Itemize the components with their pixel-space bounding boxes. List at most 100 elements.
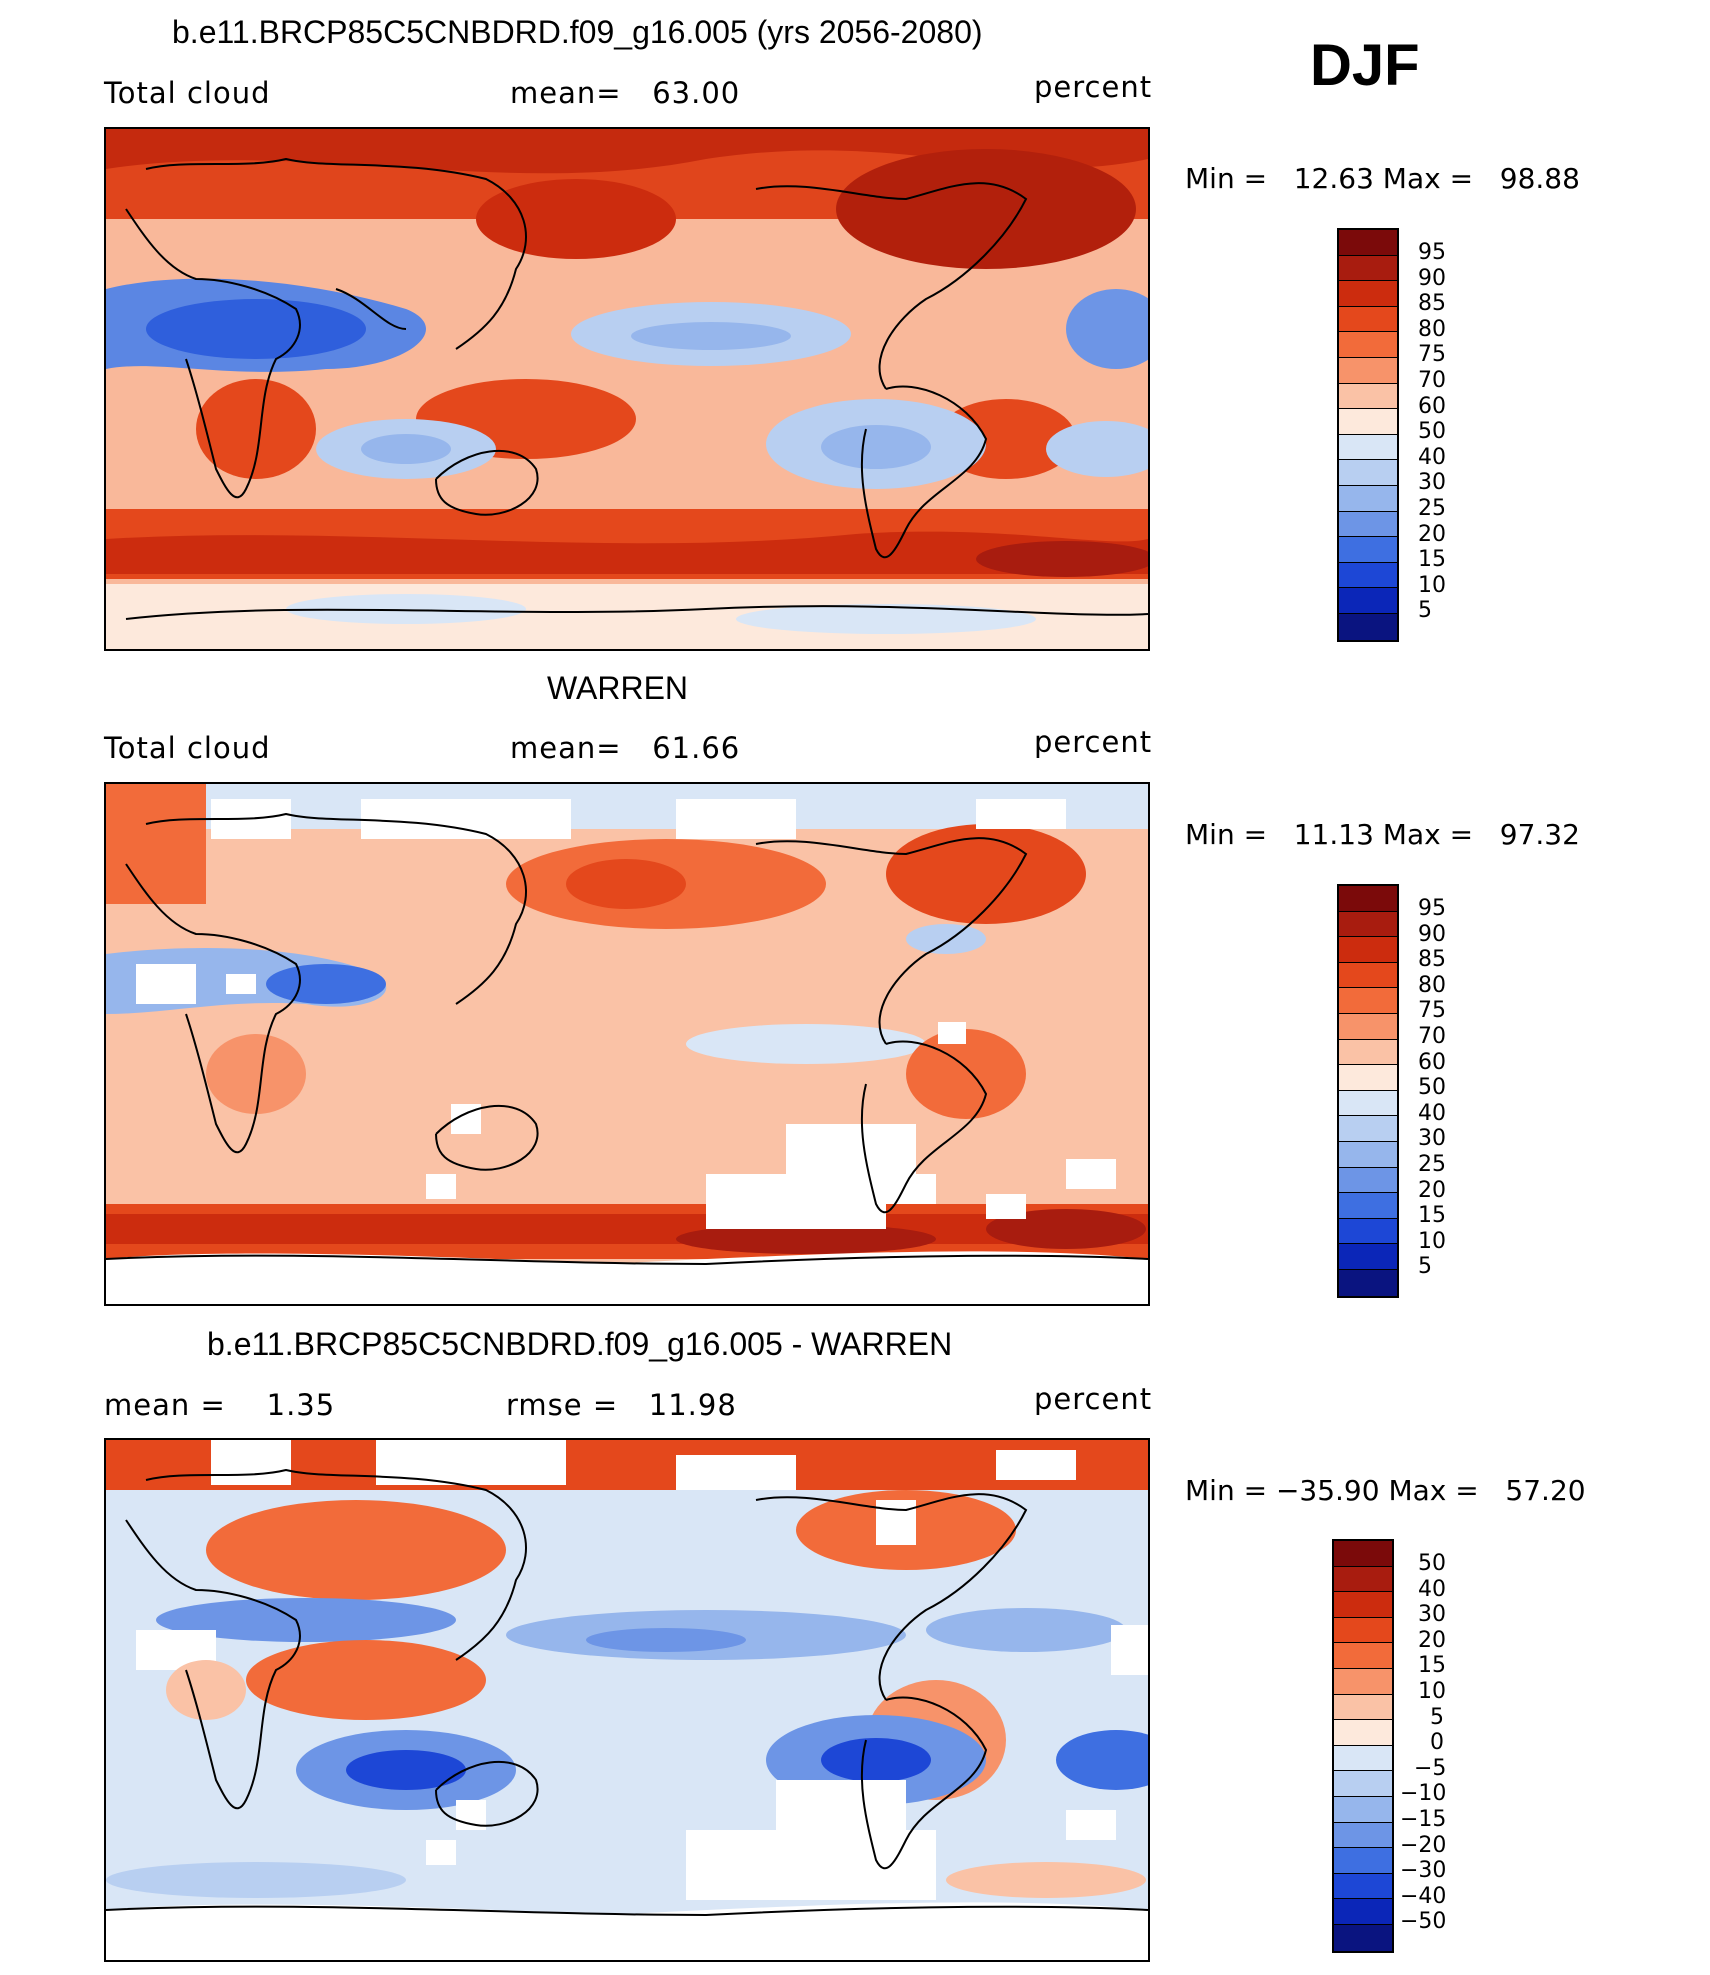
- panel2-colorbar: [1337, 884, 1399, 1298]
- cbar-tick-label: 5: [1430, 1704, 1444, 1730]
- panel2-mean-label: mean= 61.66: [510, 731, 741, 765]
- panel1-units-label: percent: [1034, 70, 1153, 104]
- cbar-tick-label: 5: [1418, 1254, 1432, 1280]
- cbar-tick-label: −30: [1400, 1858, 1447, 1884]
- cbar-tick-label: −40: [1400, 1883, 1447, 1909]
- cbar-swatch: [1339, 1193, 1397, 1219]
- cbar-tick-label: 10: [1418, 1679, 1446, 1704]
- cbar-swatch: [1339, 613, 1397, 640]
- cbar-swatch: [1339, 937, 1397, 963]
- panel1-title: b.e11.BRCP85C5CNBDRD.f09_g16.005 (yrs 20…: [172, 14, 983, 50]
- cbar-swatch: [1334, 1694, 1392, 1721]
- cbar-swatch: [1339, 306, 1397, 333]
- cbar-tick-label: 40: [1418, 1100, 1446, 1126]
- panel2-minmax: Min = 11.13 Max = 97.32: [1185, 818, 1580, 851]
- cbar-tick-label: 20: [1418, 521, 1446, 547]
- cbar-swatch: [1339, 1090, 1397, 1117]
- panel2-map-field: [106, 784, 1148, 1304]
- panel3-map-field: [106, 1440, 1148, 1960]
- cbar-tick-label: −50: [1400, 1909, 1447, 1935]
- cbar-swatch: [1339, 911, 1397, 938]
- cbar-swatch: [1334, 1592, 1392, 1618]
- cbar-tick-label: 15: [1418, 547, 1446, 573]
- panel1-map: [104, 127, 1150, 651]
- cbar-swatch: [1339, 988, 1397, 1014]
- cbar-tick-label: 40: [1418, 1576, 1446, 1602]
- cbar-swatch: [1339, 1141, 1397, 1168]
- panel1-variable-label: Total cloud: [104, 76, 271, 110]
- cbar-swatch: [1334, 1617, 1392, 1644]
- cbar-swatch: [1334, 1796, 1392, 1823]
- panel1-mean-label: mean= 63.00: [510, 76, 741, 110]
- panel2-title: WARREN: [547, 670, 689, 706]
- cbar-swatch: [1339, 255, 1397, 282]
- cbar-tick-label: 20: [1418, 1177, 1446, 1203]
- cbar-tick-label: −5: [1414, 1755, 1447, 1781]
- cbar-tick-label: 95: [1418, 240, 1446, 265]
- cbar-swatch: [1334, 1745, 1392, 1772]
- cbar-tick-label: 50: [1418, 1551, 1446, 1576]
- cbar-tick-label: −15: [1400, 1807, 1447, 1832]
- panel3-minmax: Min = −35.90 Max = 57.20: [1185, 1474, 1586, 1507]
- cbar-swatch: [1334, 1848, 1392, 1874]
- panel3-rmse-label: rmse = 11.98: [506, 1388, 737, 1422]
- panel2-units-label: percent: [1034, 725, 1153, 759]
- cbar-tick-label: 95: [1418, 896, 1446, 921]
- cbar-tick-label: 25: [1418, 496, 1446, 521]
- cbar-tick-label: 0: [1430, 1730, 1444, 1756]
- cbar-tick-label: −20: [1400, 1832, 1447, 1858]
- cbar-swatch: [1339, 230, 1397, 256]
- panel2-variable-label: Total cloud: [104, 731, 271, 765]
- cbar-swatch: [1339, 357, 1397, 384]
- cbar-swatch: [1334, 1720, 1392, 1746]
- cbar-tick-label: 15: [1418, 1203, 1446, 1229]
- panel1-map-field: [106, 129, 1148, 649]
- cbar-tick-label: 40: [1418, 444, 1446, 470]
- cbar-swatch: [1339, 1244, 1397, 1270]
- cbar-tick-label: 90: [1418, 921, 1446, 947]
- cbar-swatch: [1339, 460, 1397, 486]
- cbar-swatch: [1334, 1771, 1392, 1797]
- cbar-swatch: [1339, 1013, 1397, 1040]
- cbar-swatch: [1339, 1065, 1397, 1091]
- panel3-colorbar: [1332, 1539, 1394, 1953]
- panel2-map: [104, 782, 1150, 1306]
- cbar-tick-label: 75: [1418, 998, 1446, 1024]
- cbar-swatch: [1339, 485, 1397, 512]
- cbar-swatch: [1334, 1643, 1392, 1669]
- cbar-tick-label: 15: [1418, 1653, 1446, 1679]
- cbar-swatch: [1339, 537, 1397, 563]
- cbar-swatch: [1339, 1269, 1397, 1296]
- cbar-tick-label: 85: [1418, 947, 1446, 973]
- cbar-swatch: [1339, 1116, 1397, 1142]
- cbar-tick-label: 10: [1418, 572, 1446, 598]
- cbar-tick-label: 80: [1418, 316, 1446, 342]
- cbar-tick-label: 30: [1418, 1126, 1446, 1152]
- cbar-swatch: [1334, 1873, 1392, 1900]
- cbar-swatch: [1339, 1039, 1397, 1066]
- panel3-mean-label: mean = 1.35: [104, 1388, 336, 1422]
- cbar-tick-label: 60: [1418, 393, 1446, 419]
- panel3-title: b.e11.BRCP85C5CNBDRD.f09_g16.005 - WARRE…: [207, 1326, 953, 1362]
- cbar-tick-label: 80: [1418, 972, 1446, 998]
- cbar-swatch: [1339, 562, 1397, 589]
- cbar-swatch: [1339, 588, 1397, 614]
- cbar-swatch: [1334, 1566, 1392, 1593]
- cbar-swatch: [1334, 1899, 1392, 1925]
- panel3-map: [104, 1438, 1150, 1962]
- cbar-swatch: [1334, 1668, 1392, 1695]
- cbar-tick-label: 25: [1418, 1152, 1446, 1177]
- cbar-tick-label: 10: [1418, 1228, 1446, 1254]
- cbar-swatch: [1339, 332, 1397, 358]
- panel3-units-label: percent: [1034, 1382, 1153, 1416]
- cbar-tick-label: 50: [1418, 1075, 1446, 1101]
- panel1-minmax: Min = 12.63 Max = 98.88: [1185, 162, 1580, 195]
- cbar-tick-label: 60: [1418, 1049, 1446, 1075]
- cbar-tick-label: 70: [1418, 368, 1446, 393]
- cbar-swatch: [1339, 886, 1397, 912]
- cbar-tick-label: 75: [1418, 342, 1446, 368]
- cbar-tick-label: −10: [1400, 1781, 1447, 1807]
- panel1-colorbar: [1337, 228, 1399, 642]
- cbar-tick-label: 30: [1418, 1602, 1446, 1628]
- cbar-swatch: [1339, 409, 1397, 435]
